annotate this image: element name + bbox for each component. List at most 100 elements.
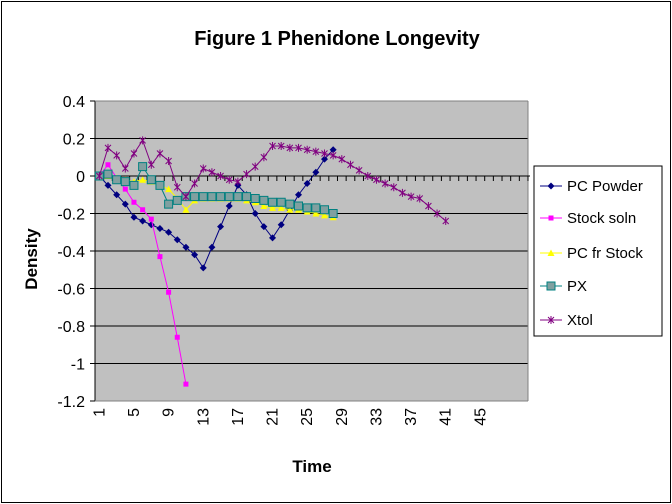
data-point-xtol — [269, 142, 276, 150]
legend: PC Powder Stock soln PC fr Stock PX Xtol — [540, 178, 643, 329]
data-point-pc-fr-stock — [165, 185, 173, 193]
data-point-xtol — [208, 168, 216, 177]
x-tick-label: 21 — [265, 408, 282, 426]
data-point-pc-fr-stock — [182, 206, 190, 213]
y-axis-title: Density — [22, 228, 41, 290]
legend-swatch-marker — [547, 182, 555, 190]
y-tick-label: -1.2 — [57, 394, 85, 411]
data-point-xtol — [199, 164, 207, 173]
series-group — [94, 136, 450, 387]
data-point-px — [172, 195, 182, 205]
data-point-pc-powder — [260, 223, 268, 231]
data-point-xtol — [295, 143, 302, 152]
legend-item-pc-powder: PC Powder — [540, 178, 643, 195]
data-point-px — [233, 192, 243, 202]
data-point-px — [190, 192, 200, 202]
data-point-pc-powder — [217, 223, 225, 231]
data-point-pc-powder — [113, 191, 121, 199]
x-tick-label: 37 — [403, 408, 420, 426]
data-point-xtol — [433, 209, 441, 218]
data-point-xtol — [243, 170, 250, 179]
data-point-xtol — [234, 177, 242, 186]
data-point-xtol — [381, 179, 389, 188]
data-point-px — [112, 175, 122, 185]
data-point-px — [250, 194, 260, 203]
data-point-pc-powder — [139, 217, 147, 225]
y-tick-label: -0.6 — [57, 282, 85, 299]
data-point-px — [224, 192, 234, 202]
data-point-xtol — [217, 172, 224, 180]
data-point-pc-powder — [156, 225, 164, 232]
data-point-pc-fr-stock — [139, 176, 147, 183]
data-point-stock-soln — [140, 207, 146, 213]
data-point-xtol — [156, 149, 164, 158]
data-point-pc-powder — [199, 264, 207, 272]
data-point-xtol — [407, 192, 415, 201]
data-point-xtol — [121, 164, 129, 173]
data-point-xtol — [191, 179, 198, 188]
legend-item-px: PX — [540, 278, 587, 295]
data-point-xtol — [373, 175, 380, 184]
data-point-pc-powder — [121, 200, 129, 208]
data-point-pc-powder — [320, 155, 328, 163]
data-point-pc-fr-stock — [277, 204, 285, 211]
y-tick-label: -0.2 — [57, 207, 85, 224]
data-point-px — [311, 203, 321, 213]
data-point-pc-powder — [303, 180, 311, 187]
data-point-pc-fr-stock — [286, 206, 294, 213]
data-point-px — [138, 162, 148, 172]
y-tick-label: 0.2 — [63, 132, 85, 149]
series-px — [94, 162, 338, 218]
data-point-pc-powder — [295, 191, 303, 199]
data-point-pc-powder — [191, 251, 199, 259]
data-point-stock-soln — [183, 381, 189, 387]
data-point-xtol — [321, 149, 328, 158]
legend-swatch-marker — [547, 249, 555, 256]
data-point-px — [285, 199, 295, 209]
y-tick-label: -0.4 — [57, 244, 85, 261]
data-point-pc-powder — [269, 234, 277, 242]
data-point-px — [302, 203, 312, 213]
data-point-px — [328, 209, 338, 218]
data-point-stock-soln — [105, 162, 111, 168]
x-tick-label: 29 — [334, 408, 351, 426]
legend-label: PC fr Stock — [567, 245, 643, 262]
y-tick-label: 0 — [76, 169, 85, 186]
x-axis-ticks: 1 5 9 13 17 21 25 29 33 37 41 45 — [91, 408, 489, 426]
data-point-px — [268, 197, 278, 207]
x-tick-label: 33 — [368, 408, 385, 426]
data-point-xtol — [425, 202, 432, 210]
data-point-stock-soln — [131, 199, 137, 205]
x-tick-label: 13 — [195, 408, 212, 426]
data-point-xtol — [338, 155, 346, 164]
data-point-xtol — [173, 183, 181, 192]
legend-label: PX — [567, 278, 587, 295]
x-tick-label: 41 — [438, 408, 455, 426]
legend-item-pc-fr-stock: PC fr Stock — [540, 245, 643, 262]
legend-item-stock-soln: Stock soln — [540, 210, 636, 227]
data-point-xtol — [147, 160, 155, 169]
x-tick-label: 9 — [161, 408, 178, 417]
data-point-xtol — [416, 194, 424, 203]
data-point-px — [164, 199, 174, 209]
data-point-px — [216, 192, 226, 202]
data-point-px — [276, 197, 286, 207]
data-point-xtol — [165, 157, 172, 165]
data-point-xtol — [312, 147, 320, 156]
data-point-pc-powder — [208, 243, 216, 251]
data-point-xtol — [225, 175, 233, 184]
data-point-px — [129, 180, 139, 190]
data-point-pc-powder — [165, 228, 173, 236]
data-point-pc-powder — [182, 243, 190, 251]
gridlines — [95, 100, 528, 402]
data-point-pc-fr-stock — [320, 211, 328, 219]
data-point-xtol — [442, 217, 450, 225]
data-point-px — [120, 177, 130, 187]
data-point-xtol — [355, 166, 363, 175]
legend-swatch-marker — [548, 215, 554, 221]
legend-box — [533, 165, 663, 337]
legend-label: Stock soln — [567, 210, 636, 227]
data-point-pc-powder — [251, 210, 259, 217]
data-point-pc-powder — [329, 146, 337, 154]
